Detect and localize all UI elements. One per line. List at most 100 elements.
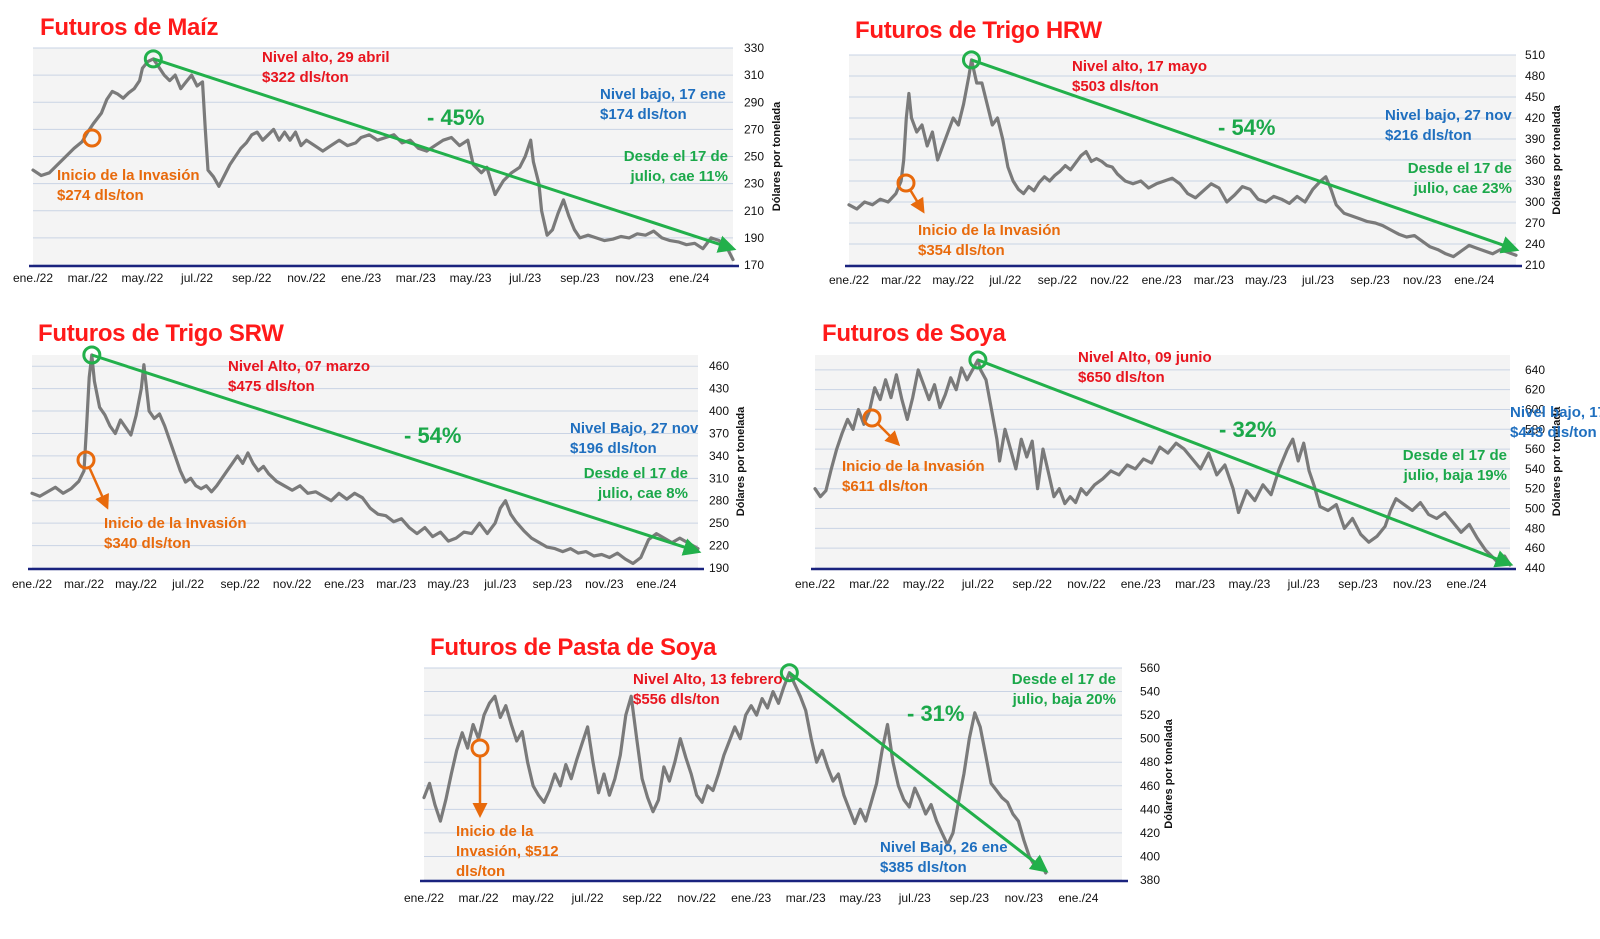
since-label: julio, cae 23% <box>1413 180 1512 197</box>
y-tick-label: 310 <box>709 471 729 485</box>
y-tick-label: 450 <box>1525 90 1545 104</box>
invasion-label: Inicio de la Invasión <box>57 167 200 184</box>
x-tick-label: jul./22 <box>988 273 1021 287</box>
x-tick-label: ene./22 <box>13 271 53 285</box>
since-label: Desde el 17 de <box>1403 447 1507 464</box>
x-tick-label: jul./22 <box>571 891 604 905</box>
x-tick-label: ene./23 <box>1121 577 1161 591</box>
y-tick-label: 500 <box>1525 502 1545 516</box>
x-tick-label: nov./22 <box>677 891 716 905</box>
x-tick-label: sep./23 <box>950 891 990 905</box>
x-tick-label: sep./22 <box>220 577 260 591</box>
y-tick-label: 280 <box>709 494 729 508</box>
trend-arrow <box>970 58 1520 254</box>
y-tick-label: 420 <box>1140 826 1160 840</box>
x-tick-label: jul./23 <box>898 891 931 905</box>
x-tick-label: may./22 <box>512 891 554 905</box>
y-tick-label: 560 <box>1140 661 1160 675</box>
y-axis-label: Dólares por tonelada <box>1551 406 1563 516</box>
invasion-label: $340 dls/ton <box>104 535 191 552</box>
chart-4: Futuros de Soya 440 460 480 500 520 540 560 580 6… <box>795 320 1600 591</box>
y-axis-label: Dólares por tonelada <box>771 101 783 211</box>
invasion-label: Inicio de la Invasión <box>842 458 985 475</box>
high-marker <box>961 50 981 70</box>
invasion-marker <box>76 450 96 470</box>
y-tick-label: 400 <box>1140 849 1160 863</box>
x-tick-label: mar./23 <box>396 271 436 285</box>
y-tick-label: 500 <box>1140 732 1160 746</box>
since-label: Desde el 17 de <box>1012 671 1116 688</box>
x-tick-label: may./23 <box>1228 577 1270 591</box>
since-label: Desde el 17 de <box>1408 160 1512 177</box>
x-tick-label: ene./24 <box>1454 273 1494 287</box>
chart-title: Futuros de Trigo SRW <box>38 320 284 347</box>
y-tick-label: 250 <box>709 516 729 530</box>
x-tick-label: may./23 <box>839 891 881 905</box>
low-label: Nivel bajo, 17 ene <box>600 86 726 103</box>
invasion-marker <box>862 408 882 428</box>
low-label: $443 dls/ton <box>1510 424 1597 441</box>
decline-percent-label: - 45% <box>427 105 484 130</box>
x-tick-label: mar./22 <box>849 577 889 591</box>
y-tick-label: 330 <box>744 41 764 55</box>
invasion-label: $274 dls/ton <box>57 187 144 204</box>
x-tick-label: ene./23 <box>1142 273 1182 287</box>
x-tick-label: nov./22 <box>1067 577 1106 591</box>
x-tick-label: ene./24 <box>636 577 676 591</box>
y-tick-label: 380 <box>1140 873 1160 887</box>
y-axis-label: Dólares por tonelada <box>1551 104 1563 214</box>
high-label: Nivel alto, 17 mayo <box>1072 58 1207 75</box>
invasion-label: $611 dls/ton <box>842 478 928 495</box>
low-label: $196 dls/ton <box>570 440 657 457</box>
y-tick-label: 290 <box>744 95 764 109</box>
high-label: Nivel Alto, 13 febrero <box>633 671 783 688</box>
x-tick-label: jul./22 <box>180 271 213 285</box>
x-tick-label: mar./23 <box>376 577 416 591</box>
y-tick-label: 190 <box>744 231 764 245</box>
chart-1: Futuros de Maíz 170 190 210 230 250 270 290 310 3… <box>13 14 783 285</box>
high-marker <box>143 49 163 69</box>
y-tick-label: 300 <box>1525 195 1545 209</box>
x-tick-label: mar./23 <box>1194 273 1234 287</box>
x-tick-label: mar./23 <box>1175 577 1215 591</box>
x-tick-label: nov./23 <box>1005 891 1044 905</box>
high-label: $322 dls/ton <box>262 69 349 86</box>
series-line <box>30 353 700 566</box>
y-tick-label: 270 <box>744 122 764 136</box>
x-tick-label: mar./23 <box>786 891 826 905</box>
y-tick-label: 460 <box>709 359 729 373</box>
high-label: $556 dls/ton <box>633 691 720 708</box>
x-tick-label: mar./22 <box>881 273 921 287</box>
y-tick-label: 520 <box>1140 708 1160 722</box>
x-tick-label: ene./22 <box>795 577 835 591</box>
x-tick-label: ene./23 <box>731 891 771 905</box>
x-tick-label: may./23 <box>1245 273 1287 287</box>
y-tick-label: 540 <box>1140 685 1160 699</box>
y-tick-label: 520 <box>1525 482 1545 496</box>
trend-arrow <box>977 358 1514 568</box>
low-label: Nivel Bajo, 26 ene <box>880 839 1008 856</box>
y-tick-label: 390 <box>1525 132 1545 146</box>
y-tick-label: 640 <box>1525 363 1545 377</box>
y-tick-label: 460 <box>1525 541 1545 555</box>
x-tick-label: jul./23 <box>1301 273 1334 287</box>
decline-percent-label: - 31% <box>907 701 964 726</box>
x-tick-label: ene./22 <box>12 577 52 591</box>
y-tick-label: 480 <box>1525 69 1545 83</box>
x-tick-label: nov./22 <box>287 271 326 285</box>
x-tick-label: mar./22 <box>64 577 104 591</box>
since-label: julio, cae 8% <box>597 485 688 502</box>
x-tick-label: nov./22 <box>1090 273 1129 287</box>
y-tick-label: 600 <box>1525 402 1545 416</box>
high-marker <box>779 663 799 683</box>
high-label: Nivel Alto, 09 junio <box>1078 349 1212 366</box>
y-axis-label: Dólares por tonelada <box>1163 718 1175 828</box>
x-tick-label: may./22 <box>903 577 945 591</box>
y-tick-label: 230 <box>744 177 764 191</box>
y-tick-label: 440 <box>1140 802 1160 816</box>
x-tick-label: nov./22 <box>273 577 312 591</box>
low-label: $385 dls/ton <box>880 859 967 876</box>
y-tick-label: 250 <box>744 150 764 164</box>
invasion-arrow <box>909 190 925 214</box>
